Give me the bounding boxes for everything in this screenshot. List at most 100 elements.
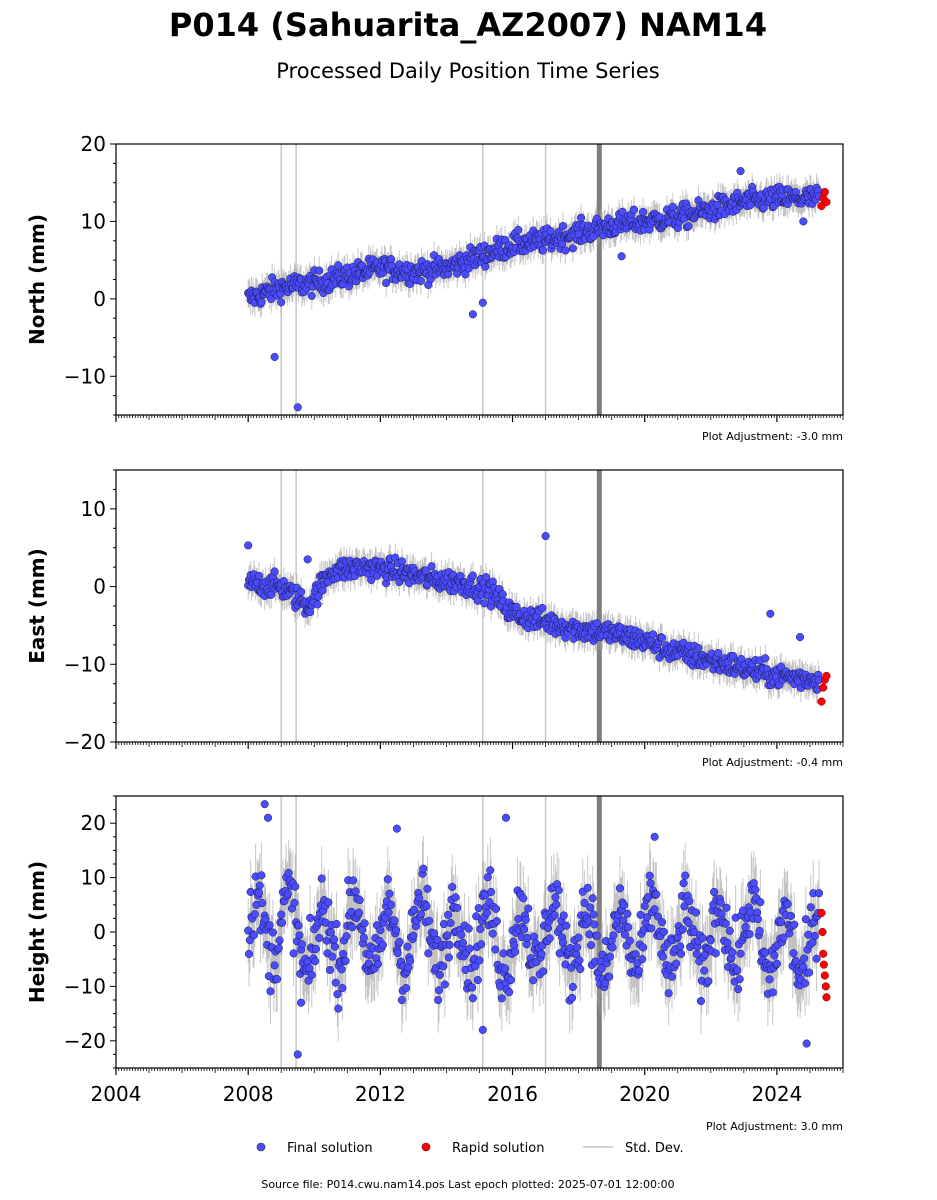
outlier-point bbox=[795, 633, 805, 642]
final-point bbox=[383, 875, 392, 884]
final-point bbox=[529, 932, 539, 941]
outlier-point bbox=[478, 1025, 487, 1034]
rapid-point bbox=[817, 908, 826, 918]
final-point bbox=[395, 937, 404, 946]
final-point bbox=[605, 972, 614, 981]
final-point bbox=[551, 893, 560, 902]
outlier-point bbox=[244, 541, 253, 550]
final-point bbox=[768, 988, 777, 997]
final-point bbox=[510, 947, 520, 956]
final-point bbox=[684, 918, 693, 927]
final-point bbox=[672, 959, 681, 968]
final-point bbox=[786, 911, 796, 920]
final-point bbox=[653, 912, 662, 921]
final-point bbox=[745, 930, 754, 939]
final-point bbox=[397, 996, 406, 1005]
final-point bbox=[725, 926, 734, 935]
plot-adjustment-label: Plot Adjustment: -3.0 mm bbox=[702, 430, 843, 443]
axes-frame bbox=[115, 469, 844, 743]
final-point bbox=[561, 246, 570, 255]
final-point bbox=[265, 921, 274, 930]
final-point bbox=[805, 968, 814, 977]
final-point bbox=[332, 920, 341, 929]
final-point bbox=[453, 903, 462, 912]
rapid-point bbox=[818, 927, 827, 937]
final-point bbox=[734, 985, 743, 994]
final-point bbox=[728, 948, 737, 957]
plot-area bbox=[244, 796, 831, 1068]
final-point bbox=[423, 884, 432, 893]
final-point bbox=[658, 633, 667, 642]
final-point bbox=[761, 654, 770, 663]
final-point bbox=[330, 942, 339, 951]
final-point bbox=[506, 975, 515, 985]
final-point bbox=[681, 871, 690, 880]
stddev-band bbox=[596, 796, 602, 1068]
outlier-point bbox=[799, 217, 808, 226]
rapid-point bbox=[817, 697, 826, 706]
final-point bbox=[755, 926, 764, 935]
final-point bbox=[439, 920, 449, 929]
final-point bbox=[746, 200, 755, 210]
final-point bbox=[550, 911, 559, 920]
panel-1: −10 0 10 20 North (mm) Plot Adjustment: -3.0 … bbox=[25, 132, 844, 443]
final-point bbox=[458, 938, 468, 948]
final-point bbox=[652, 890, 661, 899]
final-point bbox=[491, 904, 501, 913]
final-point bbox=[444, 953, 453, 962]
outlier-point bbox=[392, 824, 401, 833]
final-point bbox=[722, 903, 731, 912]
final-point bbox=[435, 970, 444, 979]
final-point bbox=[393, 948, 402, 958]
final-point bbox=[283, 889, 292, 898]
final-point bbox=[597, 964, 606, 973]
final-point bbox=[704, 977, 713, 986]
final-point bbox=[351, 887, 360, 896]
final-point bbox=[306, 608, 315, 617]
final-point bbox=[520, 925, 529, 934]
final-point bbox=[355, 896, 364, 905]
final-point bbox=[474, 904, 483, 913]
final-point bbox=[658, 952, 667, 961]
final-point bbox=[341, 956, 350, 965]
final-point bbox=[580, 898, 589, 908]
final-point bbox=[668, 202, 677, 211]
final-point bbox=[446, 918, 455, 928]
panels-group: −10 0 10 20 North (mm) Plot Adjustment: -3.0 … bbox=[25, 132, 844, 1133]
panel-2: −20 −10 0 10 East (mm) Plot Adjustment: -0.4 … bbox=[25, 469, 844, 769]
final-point bbox=[311, 944, 320, 953]
final-point bbox=[254, 571, 263, 580]
final-point bbox=[696, 997, 705, 1006]
final-point bbox=[480, 599, 489, 608]
outlier-point bbox=[617, 252, 626, 261]
final-point bbox=[618, 207, 627, 216]
final-point bbox=[483, 873, 492, 882]
outlier-point bbox=[293, 1050, 302, 1059]
final-point bbox=[261, 914, 270, 924]
y-tick-label: 10 bbox=[81, 497, 106, 521]
final-point bbox=[267, 590, 276, 599]
outlier-point bbox=[650, 832, 659, 841]
final-point bbox=[804, 930, 813, 939]
final-point bbox=[624, 923, 633, 932]
final-point bbox=[776, 662, 786, 671]
final-point bbox=[572, 943, 582, 952]
y-tick-label: 0 bbox=[93, 920, 106, 944]
final-point bbox=[434, 986, 444, 995]
final-point bbox=[770, 951, 779, 960]
rapid-point bbox=[819, 960, 828, 969]
y-tick-label: 10 bbox=[81, 209, 106, 233]
final-point bbox=[315, 933, 324, 942]
final-point bbox=[354, 908, 363, 917]
final-point bbox=[711, 949, 720, 958]
final-point bbox=[620, 930, 629, 939]
final-point bbox=[274, 944, 283, 953]
outlier-point bbox=[802, 1039, 811, 1048]
figure-subtitle: Processed Daily Position Time Series bbox=[276, 59, 660, 83]
final-point bbox=[647, 924, 656, 933]
final-point bbox=[313, 600, 322, 609]
final-point bbox=[275, 936, 284, 945]
final-point bbox=[406, 956, 415, 965]
final-point bbox=[349, 876, 358, 885]
